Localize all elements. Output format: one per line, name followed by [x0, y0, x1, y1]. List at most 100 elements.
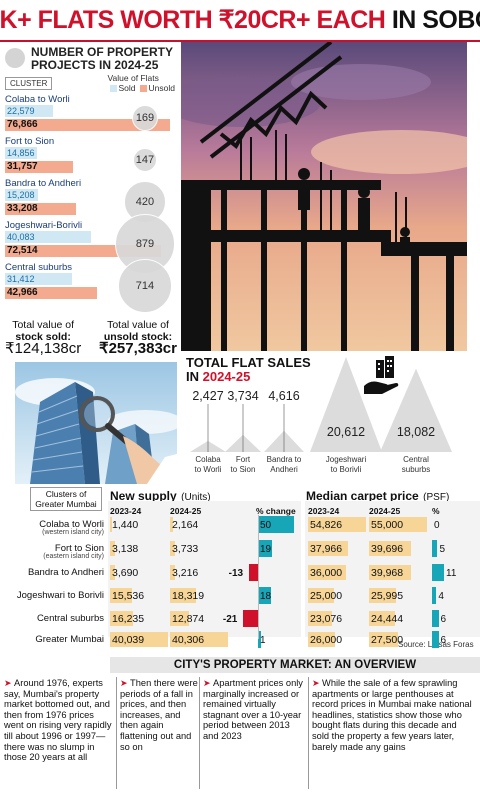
project-row-name: Colaba to Worli — [5, 94, 70, 105]
project-bubble: 169 — [131, 104, 159, 132]
sales-category-label: Jogeshwari — [326, 455, 367, 464]
cluster-header-line1: Clusters of — [45, 489, 87, 499]
table-value-bar — [110, 565, 116, 580]
table-value-bar — [369, 588, 397, 603]
overview-title: CITY'S PROPERTY MARKET: AN OVERVIEW — [110, 657, 480, 673]
table-value-bar — [308, 632, 336, 647]
headline-part3: IN SOBO — [391, 5, 480, 34]
price-change-value: 6 — [440, 614, 447, 625]
sales-value-label: 20,612 — [327, 425, 365, 439]
table-value-bar — [308, 541, 349, 556]
sales-category-label: Bandra to — [267, 455, 302, 464]
project-bubble: 147 — [132, 147, 158, 173]
supply-2425-cell: 40,306 — [172, 634, 205, 646]
headline: 1K+ FLATS WORTH ₹20CR+ EACH IN SOBO — [0, 0, 480, 42]
sold-bar: 40,083 — [5, 231, 92, 243]
sales-value-label: 3,734 — [227, 389, 258, 403]
sales-category-label: Fort — [236, 455, 251, 464]
unsold-bar: 33,208 — [5, 203, 77, 215]
table-value-bar — [308, 611, 333, 626]
sales-value-label: 2,427 — [192, 389, 223, 403]
price-change-bar — [432, 564, 444, 581]
price-unit: (PSF) — [423, 492, 450, 503]
sold-bar: 14,856 — [5, 147, 37, 159]
price-2324-cell: 36,000 — [310, 567, 343, 579]
overview-text: Around 1976, experts say, Mumbai's prope… — [4, 678, 112, 763]
supply-col-pct: % change — [256, 506, 296, 516]
overview-divider — [199, 677, 200, 789]
supply-2324-cell: 40,039 — [112, 634, 145, 646]
sales-triangle — [310, 357, 382, 452]
value-of-flats-label: Value of Flats — [107, 73, 159, 83]
price-col-2425: 2024-25 — [369, 506, 401, 516]
sales-triangle — [380, 368, 452, 452]
unsold-bar: 42,966 — [5, 287, 98, 299]
sales-title-in: IN — [186, 369, 203, 384]
overview-text: Apartment prices only marginally increas… — [203, 678, 303, 741]
price-2425-cell: 27,500 — [371, 634, 404, 646]
project-row-name: Bandra to Andheri — [5, 178, 82, 189]
table-value-bar — [110, 517, 113, 532]
unsold-total-block: Total value of unsold stock: ₹257,383cr — [99, 319, 177, 356]
sold-bar: 31,412 — [5, 273, 73, 285]
price-change-value: 6 — [440, 635, 447, 646]
table-value-bar — [369, 611, 395, 626]
total-flat-sales: TOTAL FLAT SALES IN 2024-25 2,427 Colaba t… — [186, 356, 478, 484]
price-title: Median carpet price — [306, 489, 419, 503]
projects-title-line2: PROJECTS IN 2024-25 — [31, 58, 159, 72]
change-bar — [258, 540, 272, 557]
change-value: 50 — [260, 520, 272, 531]
supply-col-2324: 2023-24 — [110, 506, 142, 516]
table-value-bar — [308, 517, 366, 532]
price-change-bar — [432, 610, 439, 627]
unsold-total-label1: Total value of — [107, 319, 169, 331]
projects-panel: NUMBER OF PROPERTY PROJECTS IN 2024-25 C… — [5, 46, 177, 362]
table-value-bar — [170, 588, 197, 603]
overview-divider — [116, 677, 117, 789]
change-axis-line — [258, 515, 259, 639]
price-2324-cell: 26,000 — [310, 634, 343, 646]
price-change-bar — [432, 631, 439, 648]
change-value: 19 — [260, 544, 272, 555]
supply-2324-cell: 3,690 — [112, 567, 139, 579]
sold-total-value: ₹124,138cr — [5, 340, 82, 357]
sold-legend-label: Sold — [118, 83, 136, 93]
change-bar — [258, 587, 271, 604]
construction-photo — [181, 42, 467, 351]
table-value-bar — [170, 541, 176, 556]
unsold-total-label2: unsold stock: — [103, 331, 173, 343]
table-value-bar — [308, 588, 335, 603]
bullet-arrow-icon: ➤ — [312, 678, 323, 688]
sales-category-label: to Worli — [195, 465, 222, 474]
supply-col-2425: 2024-25 — [170, 506, 202, 516]
sales-category-label: Andheri — [270, 465, 298, 474]
overview-divider — [308, 677, 309, 789]
table-value-bar — [170, 565, 175, 580]
bullet-arrow-icon: ➤ — [203, 678, 214, 688]
project-row-name: Central suburbs — [5, 262, 73, 273]
table-row-name: Bandra to Andheri — [27, 567, 104, 578]
sales-category-label: to Borivli — [331, 465, 362, 474]
table-value-bar — [110, 611, 134, 626]
price-change-value: 11 — [446, 568, 457, 579]
table-value-bar — [170, 611, 189, 626]
table-value-bar — [110, 632, 168, 647]
bubble-legend-icon — [5, 48, 25, 68]
overview-column: ➤ Apartment prices only marginally incre… — [203, 678, 307, 742]
table-value-bar — [308, 565, 346, 580]
price-change-bar — [432, 540, 438, 557]
price-2425-cell: 55,000 — [371, 519, 404, 531]
supply-2425-cell: 2,164 — [172, 519, 199, 531]
unsold-legend-swatch — [139, 85, 147, 93]
sold-legend-swatch — [109, 85, 117, 93]
sales-category-label: suburbs — [402, 465, 430, 474]
cluster-label: CLUSTER — [5, 77, 53, 90]
supply-2324-cell: 15,536 — [112, 590, 145, 602]
price-2425-cell: 39,968 — [371, 567, 404, 579]
supply-2324-cell: 1,440 — [112, 519, 139, 531]
supply-2425-cell: 3,733 — [172, 543, 199, 555]
project-row: Bandra to Andheri 15,208 33,208 — [5, 178, 177, 220]
sold-bar: 22,579 — [5, 105, 54, 117]
project-row: Central suburbs 31,412 42,966 — [5, 262, 177, 304]
price-col-pct: % — [432, 506, 440, 516]
